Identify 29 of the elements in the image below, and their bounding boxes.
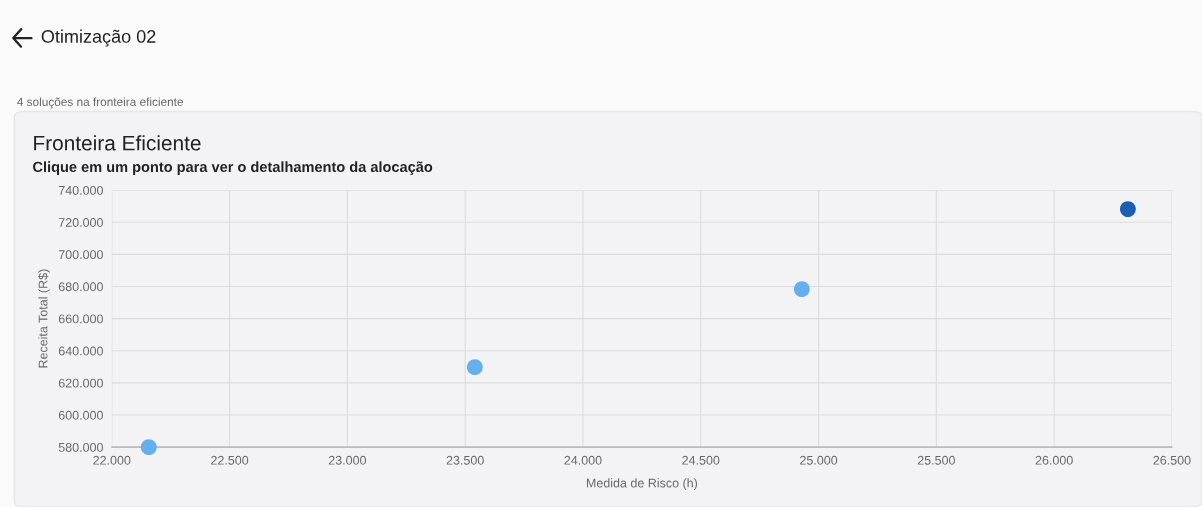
x-tick-label: 26.500 xyxy=(1153,455,1191,465)
point xyxy=(793,281,810,298)
y-tick-label: 620.000 xyxy=(58,378,103,388)
y-tick-label: 580.000 xyxy=(58,442,103,452)
x-tick-label: 24.000 xyxy=(564,455,602,465)
x-tick-label: 25.000 xyxy=(800,455,838,465)
x-tick-label: 22.000 xyxy=(93,455,131,465)
x-tick-label: 23.500 xyxy=(446,455,484,465)
y-tick-label: 700.000 xyxy=(58,250,103,260)
y-tick-label: 660.000 xyxy=(58,314,103,324)
point xyxy=(1119,201,1136,217)
x-axis-title: Medida de Risco (h) xyxy=(586,478,698,490)
chart-subtitle: Clique em um ponto para ver o detalhamento da alocação xyxy=(33,161,433,175)
x-tick-label: 24.500 xyxy=(682,455,720,465)
x-tick-label: 25.500 xyxy=(917,455,955,465)
x-tick-label: 22.500 xyxy=(211,455,249,465)
y-tick-label: 680.000 xyxy=(58,282,103,292)
chart-title: Fronteira Eficiente xyxy=(34,135,201,151)
y-tick-label: 640.000 xyxy=(58,346,103,356)
x-tick-label: 23.000 xyxy=(328,455,367,465)
x-tick-label: 26.000 xyxy=(1035,455,1073,465)
y-tick-label: 740.000 xyxy=(58,185,103,195)
y-tick-label: 600.000 xyxy=(58,410,103,420)
point xyxy=(140,439,157,456)
text: Otimização 02 xyxy=(41,29,156,47)
text: 4 soluções na fronteira eficiente xyxy=(17,97,183,109)
y-tick-label: 720.000 xyxy=(58,218,103,227)
point xyxy=(466,359,483,376)
y-axis-title: Receita Total (R$) xyxy=(38,269,50,368)
